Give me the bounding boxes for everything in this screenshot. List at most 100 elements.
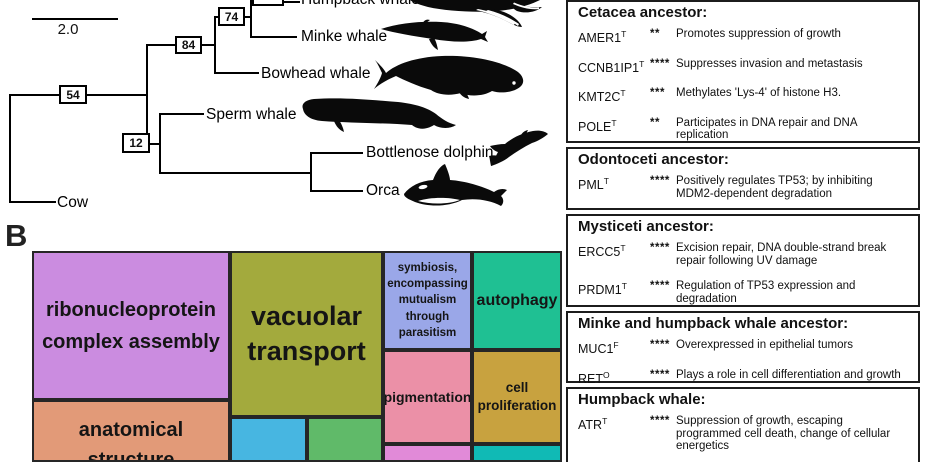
treemap-cell-unlabeled-cyan — [472, 444, 562, 462]
treemap-cell-label: autophagy — [476, 291, 558, 309]
gene-description: Overexpressed in epithelial tumors — [676, 339, 854, 351]
significance-stars: **** — [650, 175, 670, 187]
taxon-label-humpback: Humpback whale — [301, 0, 420, 9]
tree-branch-line — [9, 94, 11, 203]
treemap-cell-anatomical-structure: anatomical structure — [32, 400, 230, 462]
gene-row: POLET ** Participates in DNA repair and … — [578, 117, 908, 142]
gene-symbol: PMLT — [578, 176, 609, 193]
significance-stars: **** — [650, 339, 670, 351]
gene-symbol: POLET — [578, 117, 617, 135]
gene-panel-title: Mysticeti ancestor: — [578, 218, 714, 235]
node-support-54: 54 — [59, 85, 87, 104]
gene-superscript: T — [620, 243, 626, 253]
taxon-label-orca: Orca — [366, 182, 400, 199]
tree-branch-line — [250, 36, 297, 38]
gene-symbol: PRDM1T — [578, 281, 627, 298]
tree-branch-line — [159, 113, 161, 174]
tree-branch-line — [146, 44, 148, 145]
significance-stars: **** — [650, 415, 670, 427]
node-support-12: 12 — [122, 133, 150, 153]
significance-stars: ** — [650, 116, 660, 129]
gene-row: RETO **** Plays a role in cell different… — [578, 369, 908, 386]
gene-panel-minke-humpback-ancestor: Minke and humpback whale ancestor: MUC1F… — [566, 311, 920, 386]
gene-row: MUC1F **** Overexpressed in epithelial t… — [578, 339, 908, 356]
gene-symbol: KMT2CT — [578, 88, 626, 105]
gene-superscript: T — [603, 176, 609, 186]
treemap-cell-autophagy: autophagy — [472, 251, 562, 350]
gene-symbol: AMER1T — [578, 29, 627, 46]
tree-branch-line — [159, 113, 204, 115]
gene-superscript: T — [620, 88, 626, 99]
gene-superscript: T — [639, 58, 645, 69]
gene-superscript: F — [613, 340, 619, 350]
scale-bar-label: 2.0 — [57, 21, 79, 38]
gene-symbol: MUC1F — [578, 340, 619, 357]
tree-branch-line — [214, 16, 216, 74]
gene-row: PRDM1T **** Regulation of TP53 expressio… — [578, 280, 908, 305]
gene-panel-title: Odontoceti ancestor: — [578, 151, 729, 168]
tree-branch-line — [310, 152, 363, 154]
gene-row: CCNB1IP1T **** Suppresses invasion and m… — [578, 58, 908, 75]
taxon-label-cow: Cow — [57, 194, 89, 211]
go-term-treemap: ribonucleoprotein complex assembly anato… — [32, 251, 562, 462]
humpback-whale-icon — [410, 0, 542, 27]
gene-panel-title: Cetacea ancestor: — [578, 4, 708, 21]
significance-stars: **** — [650, 57, 670, 70]
gene-panel-mysticeti-ancestor: Mysticeti ancestor: ERCC5T **** Excision… — [566, 214, 920, 307]
tree-branch-line — [159, 172, 312, 174]
tree-branch-line — [214, 72, 259, 74]
bottlenose-dolphin-icon — [489, 130, 548, 166]
treemap-cell-pigmentation: pigmentation — [383, 350, 472, 444]
gene-description: Promotes suppression of growth — [676, 28, 841, 40]
gene-symbol: CCNB1IP1T — [578, 58, 645, 75]
treemap-cell-ribonucleoprotein: ribonucleoprotein complex assembly — [32, 251, 230, 400]
gene-symbol: ATRT — [578, 416, 608, 433]
tree-branch-line — [146, 143, 161, 145]
node-support-74: 74 — [218, 7, 245, 26]
treemap-cell-label: pigmentation — [383, 389, 472, 405]
treemap-cell-label: cell proliferation — [477, 380, 557, 413]
tree-branch-line — [9, 201, 56, 203]
gene-description: Excision repair, DNA double-strand break… — [676, 242, 887, 267]
node-support-212: 212 — [252, 0, 284, 6]
gene-symbol: ERCC5T — [578, 243, 626, 260]
taxon-label-dolphin: Bottlenose dolphin — [366, 144, 494, 161]
gene-superscript: O — [603, 369, 610, 380]
gene-panel-cetacea-ancestor: Cetacea ancestor: AMER1T ** Promotes sup… — [566, 0, 920, 171]
taxon-label-minke: Minke whale — [301, 28, 388, 45]
gene-symbol: RETO — [578, 369, 610, 386]
treemap-cell-unlabeled-green — [307, 417, 383, 462]
gene-panel-humpback-whale: Humpback whale: ATRT **** Suppression of… — [566, 387, 920, 462]
taxon-label-sperm: Sperm whale — [206, 106, 297, 123]
significance-stars: **** — [650, 280, 670, 292]
gene-panel-odontoceti-ancestor: Odontoceti ancestor: PMLT **** Positivel… — [566, 147, 920, 210]
treemap-cell-label: anatomical structure — [78, 419, 184, 462]
significance-stars: *** — [650, 87, 665, 100]
orca-icon — [404, 164, 507, 206]
gene-description: Regulation of TP53 expression and degrad… — [676, 280, 856, 305]
taxon-label-bowhead: Bowhead whale — [261, 65, 371, 82]
gene-description: Participates in DNA repair and DNA repli… — [676, 116, 857, 142]
gene-row: ATRT **** Suppression of growth, escapin… — [578, 415, 908, 453]
tree-branch-line — [310, 190, 363, 192]
gene-description: Suppression of growth, escaping programm… — [676, 415, 891, 452]
significance-stars: **** — [650, 242, 670, 254]
minke-whale-icon — [381, 19, 488, 50]
bowhead-whale-icon — [374, 55, 524, 99]
gene-row: ERCC5T **** Excision repair, DNA double-… — [578, 242, 908, 267]
tree-branch-line — [310, 152, 312, 192]
gene-superscript: T — [621, 29, 627, 39]
treemap-cell-unlabeled-blue — [230, 417, 307, 462]
sperm-whale-icon — [302, 98, 456, 132]
gene-panel-title: Humpback whale: — [578, 391, 706, 408]
treemap-cell-label: ribonucleoprotein complex assembly — [42, 298, 220, 353]
gene-panel-title: Minke and humpback whale ancestor: — [578, 315, 849, 332]
significance-stars: **** — [650, 368, 670, 381]
scale-bar — [32, 18, 118, 20]
gene-row: KMT2CT *** Methylates 'Lys-4' of histone… — [578, 87, 908, 104]
significance-stars: ** — [650, 28, 660, 40]
gene-description: Plays a role in cell differentiation and… — [676, 368, 901, 381]
treemap-cell-label: vacuolar transport — [247, 300, 366, 366]
gene-superscript: T — [621, 281, 627, 291]
